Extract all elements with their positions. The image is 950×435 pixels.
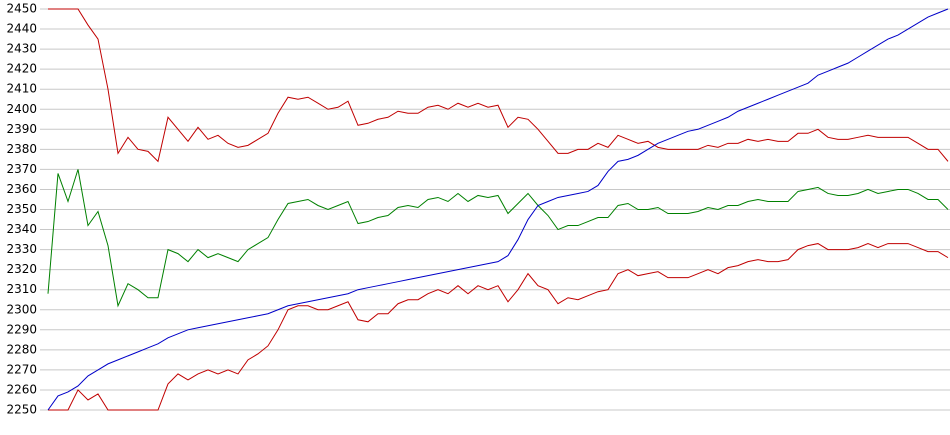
y-tick-label: 2250 bbox=[6, 403, 37, 417]
y-tick-label: 2390 bbox=[6, 122, 37, 136]
y-tick-label: 2360 bbox=[6, 182, 37, 196]
y-tick-label: 2340 bbox=[6, 222, 37, 236]
y-tick-label: 2370 bbox=[6, 162, 37, 176]
y-tick-label: 2300 bbox=[6, 302, 37, 316]
series-line bbox=[47, 169, 949, 308]
y-tick-label: 2450 bbox=[6, 2, 37, 16]
y-tick-label: 2330 bbox=[6, 242, 37, 256]
y-tick-label: 2410 bbox=[6, 82, 37, 96]
y-tick-label: 2400 bbox=[6, 102, 37, 116]
y-tick-label: 2430 bbox=[6, 42, 37, 56]
y-tick-label: 2420 bbox=[6, 62, 37, 76]
y-tick-label: 2350 bbox=[6, 202, 37, 216]
y-tick-label: 2290 bbox=[6, 322, 37, 336]
y-tick-label: 2380 bbox=[6, 142, 37, 156]
series-line bbox=[47, 8, 949, 411]
series-line bbox=[48, 243, 949, 411]
y-tick-label: 2260 bbox=[6, 382, 37, 396]
series-line bbox=[48, 8, 949, 163]
y-tick-label: 2310 bbox=[6, 282, 37, 296]
y-tick-label: 2270 bbox=[6, 362, 37, 376]
y-tick-label: 2440 bbox=[6, 22, 37, 36]
y-tick-label: 2320 bbox=[6, 262, 37, 276]
y-tick-label: 2280 bbox=[6, 342, 37, 356]
